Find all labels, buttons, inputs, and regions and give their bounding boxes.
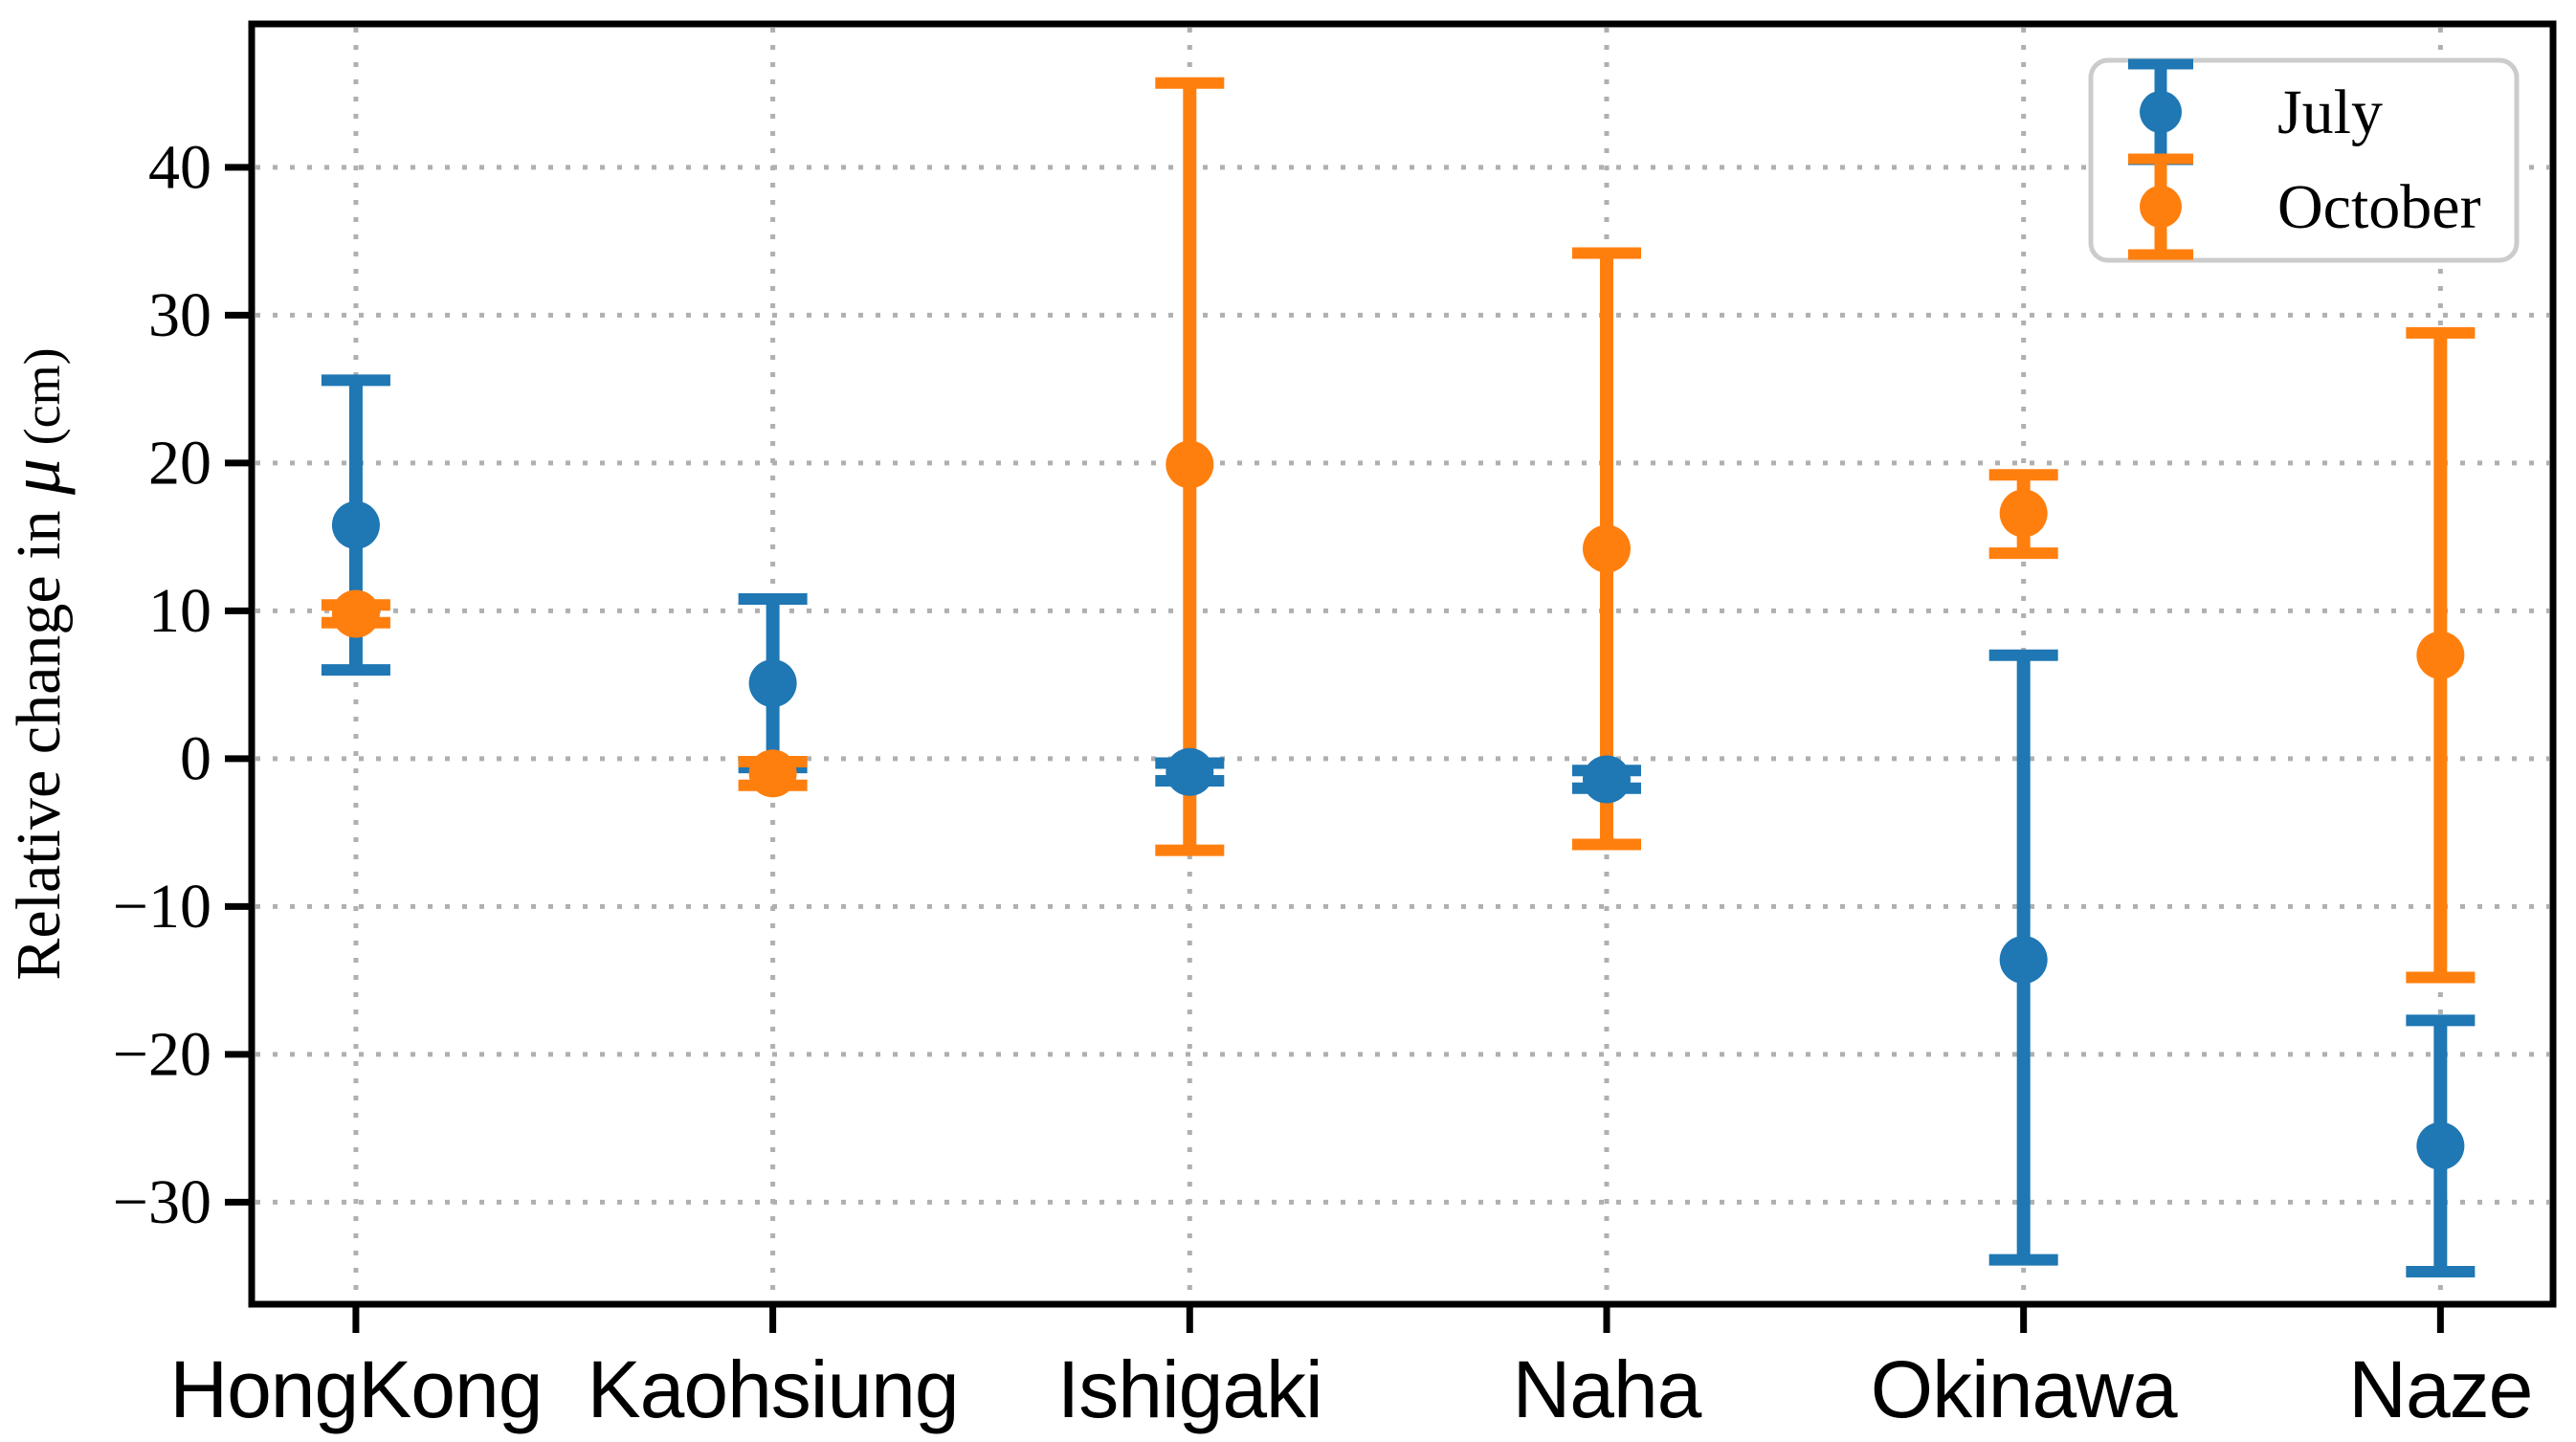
legend-label-october: October [2277, 172, 2481, 242]
y-tick-label: −20 [113, 1019, 211, 1089]
y-tick-label: 40 [148, 132, 211, 202]
x-tick-label-hongkong: HongKong [169, 1344, 542, 1434]
plot-frame [248, 20, 2557, 1308]
data-point-marker-july [748, 659, 797, 708]
y-tick-label: 30 [148, 280, 211, 350]
data-point-marker-october [1166, 440, 1214, 489]
data-point-marker-july [331, 500, 380, 549]
data-point-marker-october [1999, 489, 2048, 538]
data-point-marker-july [1582, 755, 1631, 804]
x-tick-label-naze: Naze [2348, 1344, 2532, 1434]
y-tick-label: 20 [148, 428, 211, 498]
data-point-marker-october [2416, 631, 2465, 679]
x-tick-label-ishigaki: Ishigaki [1057, 1344, 1322, 1434]
y-axis-label: Relative change in μ (cm) [0, 347, 76, 980]
legend-box [2088, 57, 2520, 263]
data-point-marker-october [331, 589, 380, 638]
x-tick-label-okinawa: Okinawa [1871, 1344, 2178, 1434]
data-point-marker-july [1166, 747, 1214, 796]
x-tick-label-kaohsiung: Kaohsiung [588, 1344, 959, 1434]
x-tick-label-naha: Naha [1513, 1344, 1702, 1434]
y-tick-label: 10 [148, 576, 211, 646]
legend-symbol-marker-july [2140, 91, 2182, 133]
y-tick-label: −10 [113, 872, 211, 942]
data-point-marker-october [748, 749, 797, 798]
legend-label-july: July [2277, 78, 2383, 147]
data-point-marker-july [1999, 936, 2048, 985]
y-tick-label: 0 [180, 723, 211, 793]
data-point-marker-july [2416, 1121, 2465, 1170]
data-point-marker-october [1582, 524, 1631, 573]
legend-symbol-marker-october [2140, 186, 2182, 228]
y-tick-label: −30 [113, 1167, 211, 1237]
